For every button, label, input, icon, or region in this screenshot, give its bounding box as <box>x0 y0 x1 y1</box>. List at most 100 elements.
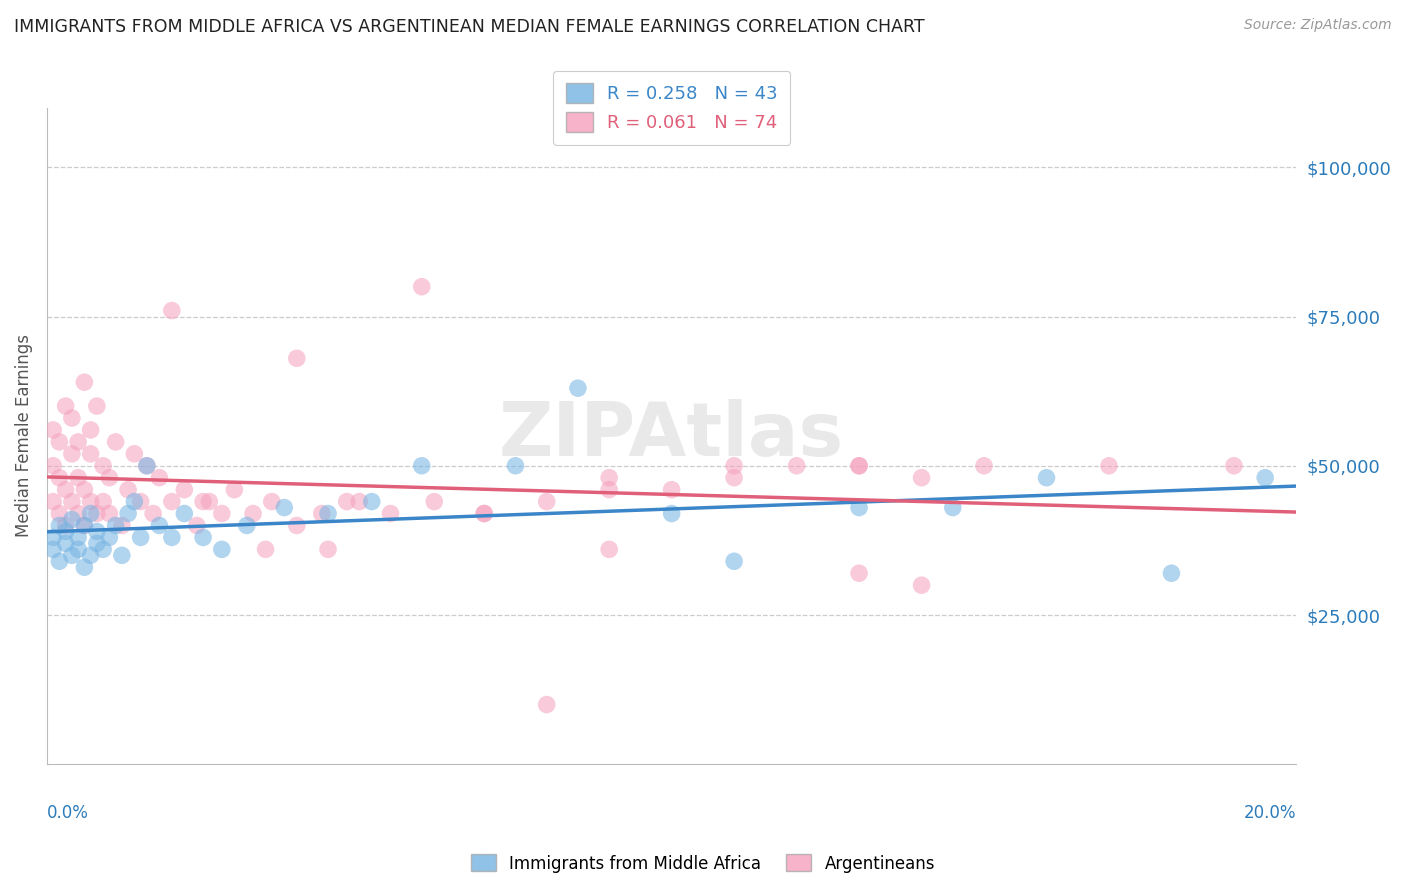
Point <box>67 434 90 449</box>
Point <box>48 507 70 521</box>
Text: 0.0%: 0.0% <box>46 804 89 822</box>
Point <box>242 507 264 521</box>
Point <box>1160 566 1182 581</box>
Point <box>848 458 870 473</box>
Point <box>124 494 146 508</box>
Point <box>73 560 96 574</box>
Point <box>86 399 108 413</box>
Point <box>98 530 121 544</box>
Point <box>160 530 183 544</box>
Point <box>60 512 83 526</box>
Point <box>42 458 65 473</box>
Point <box>148 471 170 485</box>
Point <box>349 494 371 508</box>
Point <box>186 518 208 533</box>
Point <box>55 536 77 550</box>
Point <box>848 500 870 515</box>
Point <box>111 549 134 563</box>
Point <box>1035 471 1057 485</box>
Point <box>285 351 308 366</box>
Point <box>173 483 195 497</box>
Point <box>67 471 90 485</box>
Point <box>360 494 382 508</box>
Point <box>1098 458 1121 473</box>
Point <box>598 542 620 557</box>
Point <box>60 549 83 563</box>
Text: 20.0%: 20.0% <box>1244 804 1296 822</box>
Point <box>67 507 90 521</box>
Point <box>129 494 152 508</box>
Point <box>129 530 152 544</box>
Point <box>142 507 165 521</box>
Text: IMMIGRANTS FROM MIDDLE AFRICA VS ARGENTINEAN MEDIAN FEMALE EARNINGS CORRELATION : IMMIGRANTS FROM MIDDLE AFRICA VS ARGENTI… <box>14 18 925 36</box>
Point <box>86 536 108 550</box>
Point <box>723 458 745 473</box>
Point <box>104 434 127 449</box>
Point <box>285 518 308 533</box>
Point <box>316 507 339 521</box>
Point <box>848 566 870 581</box>
Point <box>86 507 108 521</box>
Y-axis label: Median Female Earnings: Median Female Earnings <box>15 334 32 537</box>
Point <box>260 494 283 508</box>
Legend: R = 0.258   N = 43, R = 0.061   N = 74: R = 0.258 N = 43, R = 0.061 N = 74 <box>553 70 790 145</box>
Point <box>198 494 221 508</box>
Point <box>91 458 114 473</box>
Point <box>73 518 96 533</box>
Point <box>224 483 246 497</box>
Point <box>973 458 995 473</box>
Point <box>411 458 433 473</box>
Point <box>98 507 121 521</box>
Point <box>60 447 83 461</box>
Point <box>160 303 183 318</box>
Point <box>117 483 139 497</box>
Point <box>79 507 101 521</box>
Point <box>472 507 495 521</box>
Point <box>423 494 446 508</box>
Point <box>91 494 114 508</box>
Point <box>191 530 214 544</box>
Point <box>942 500 965 515</box>
Point <box>848 458 870 473</box>
Point <box>86 524 108 539</box>
Point <box>79 423 101 437</box>
Point <box>1254 471 1277 485</box>
Point <box>67 542 90 557</box>
Point <box>1223 458 1246 473</box>
Point <box>211 542 233 557</box>
Point <box>661 507 683 521</box>
Point <box>79 549 101 563</box>
Point <box>98 471 121 485</box>
Point <box>236 518 259 533</box>
Point <box>148 518 170 533</box>
Point <box>42 423 65 437</box>
Point <box>273 500 295 515</box>
Point <box>55 524 77 539</box>
Point <box>910 471 932 485</box>
Point <box>536 698 558 712</box>
Point <box>48 471 70 485</box>
Point <box>211 507 233 521</box>
Point <box>124 447 146 461</box>
Point <box>723 554 745 568</box>
Point <box>48 518 70 533</box>
Point <box>73 518 96 533</box>
Point <box>135 458 157 473</box>
Point <box>117 507 139 521</box>
Point <box>380 507 402 521</box>
Point <box>472 507 495 521</box>
Point <box>316 542 339 557</box>
Point <box>910 578 932 592</box>
Point <box>191 494 214 508</box>
Point <box>786 458 808 473</box>
Point <box>567 381 589 395</box>
Point <box>60 411 83 425</box>
Point <box>79 447 101 461</box>
Point <box>311 507 333 521</box>
Point <box>79 494 101 508</box>
Text: ZIPAtlas: ZIPAtlas <box>499 400 844 473</box>
Point <box>73 375 96 389</box>
Point <box>60 494 83 508</box>
Point <box>42 530 65 544</box>
Point <box>598 483 620 497</box>
